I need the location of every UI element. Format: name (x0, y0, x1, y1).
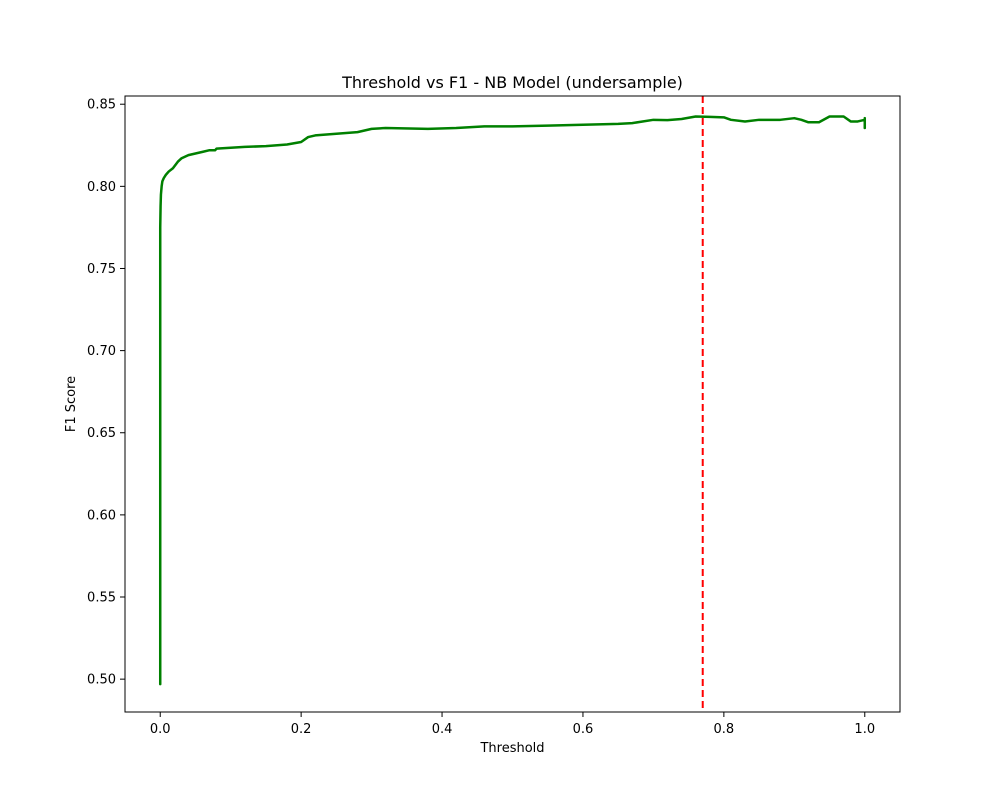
x-tick-label: 1.0 (854, 722, 875, 737)
y-tick-label: 0.85 (87, 98, 116, 113)
y-tick-label: 0.70 (87, 344, 116, 359)
y-tick-label: 0.60 (87, 508, 116, 523)
chart-title: Threshold vs F1 - NB Model (undersample) (341, 73, 683, 92)
y-tick-label: 0.80 (87, 180, 116, 195)
plot-area (158, 96, 867, 712)
x-tick-label: 0.6 (573, 722, 594, 737)
x-tick-label: 0.0 (150, 722, 171, 737)
y-tick-label: 0.65 (87, 426, 116, 441)
f1-score-line (158, 115, 867, 686)
y-tick-label: 0.50 (87, 673, 116, 688)
y-axis-ticks: 0.50 0.55 0.60 0.65 0.70 0.75 0.80 0.85 (87, 98, 125, 688)
plot-frame (124, 95, 901, 713)
x-tick-label: 0.4 (432, 722, 453, 737)
y-tick-label: 0.55 (87, 591, 116, 606)
x-tick-label: 0.2 (291, 722, 312, 737)
y-axis-label: F1 Score (64, 376, 79, 432)
x-axis-ticks: 0.0 0.2 0.4 0.6 0.8 1.0 (150, 712, 875, 737)
x-tick-label: 0.8 (714, 722, 735, 737)
x-axis-label: Threshold (479, 741, 544, 756)
y-tick-label: 0.75 (87, 262, 116, 277)
